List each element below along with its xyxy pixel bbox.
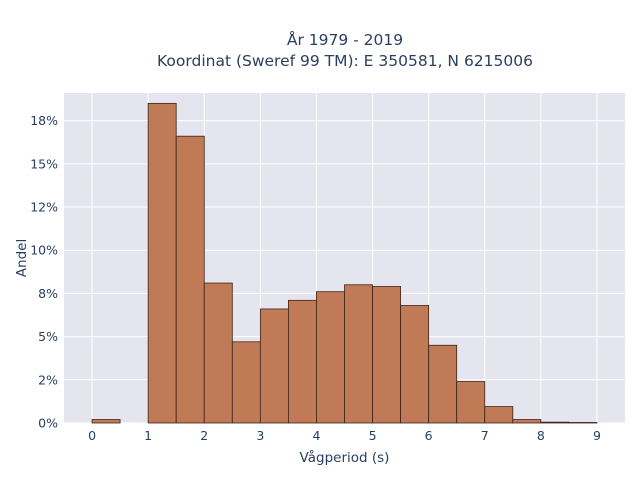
histogram-bar [231, 341, 261, 424]
x-axis-label: Vågperiod (s) [300, 449, 390, 466]
y-tick-label: 12% [30, 200, 58, 215]
histogram-bar [568, 422, 598, 424]
y-tick-label: 2% [38, 372, 58, 387]
histogram-bar [287, 299, 317, 424]
x-tick-label: 5 [369, 428, 377, 443]
histogram-bar [400, 305, 430, 424]
y-axis-label: Andel [14, 239, 30, 277]
histogram-bar [316, 291, 345, 424]
histogram-bar [259, 308, 289, 424]
histogram-bar [456, 381, 486, 424]
y-tick-label: 0% [38, 416, 58, 431]
x-tick-label: 6 [425, 428, 433, 443]
histogram-bar [428, 344, 458, 424]
histogram-bars [91, 102, 598, 424]
x-tick-label: 4 [312, 428, 320, 443]
y-tick-label: 15% [30, 156, 58, 171]
y-tick-label: 5% [38, 329, 58, 344]
histogram-bar [372, 286, 401, 424]
histogram-bar [344, 284, 373, 424]
x-tick-label: 9 [593, 428, 601, 443]
x-tick-label: 0 [88, 428, 96, 443]
y-tick-label: 10% [30, 243, 58, 258]
histogram-bar [203, 282, 233, 424]
x-tick-label: 8 [537, 428, 545, 443]
x-tick-label: 3 [256, 428, 264, 443]
y-axis-ticks: 0% 2% 5% 8% 10% 12% 15% 18% [30, 113, 58, 430]
histogram-bar [484, 406, 514, 424]
y-tick-label: 8% [38, 286, 58, 301]
x-tick-label: 7 [481, 428, 489, 443]
y-tick-label: 18% [30, 113, 58, 128]
histogram-bar [91, 419, 121, 424]
x-tick-label: 2 [200, 428, 208, 443]
x-axis-ticks: 0 1 2 3 4 5 6 7 8 9 [88, 428, 601, 443]
histogram-bar [175, 135, 205, 424]
chart-title-line-1: År 1979 - 2019 [287, 30, 403, 49]
x-tick-label: 1 [144, 428, 152, 443]
histogram-bar [540, 421, 570, 424]
chart-title-line-2: Koordinat (Sweref 99 TM): E 350581, N 62… [157, 52, 533, 70]
histogram-bar [147, 102, 177, 424]
histogram-bar [512, 419, 542, 424]
